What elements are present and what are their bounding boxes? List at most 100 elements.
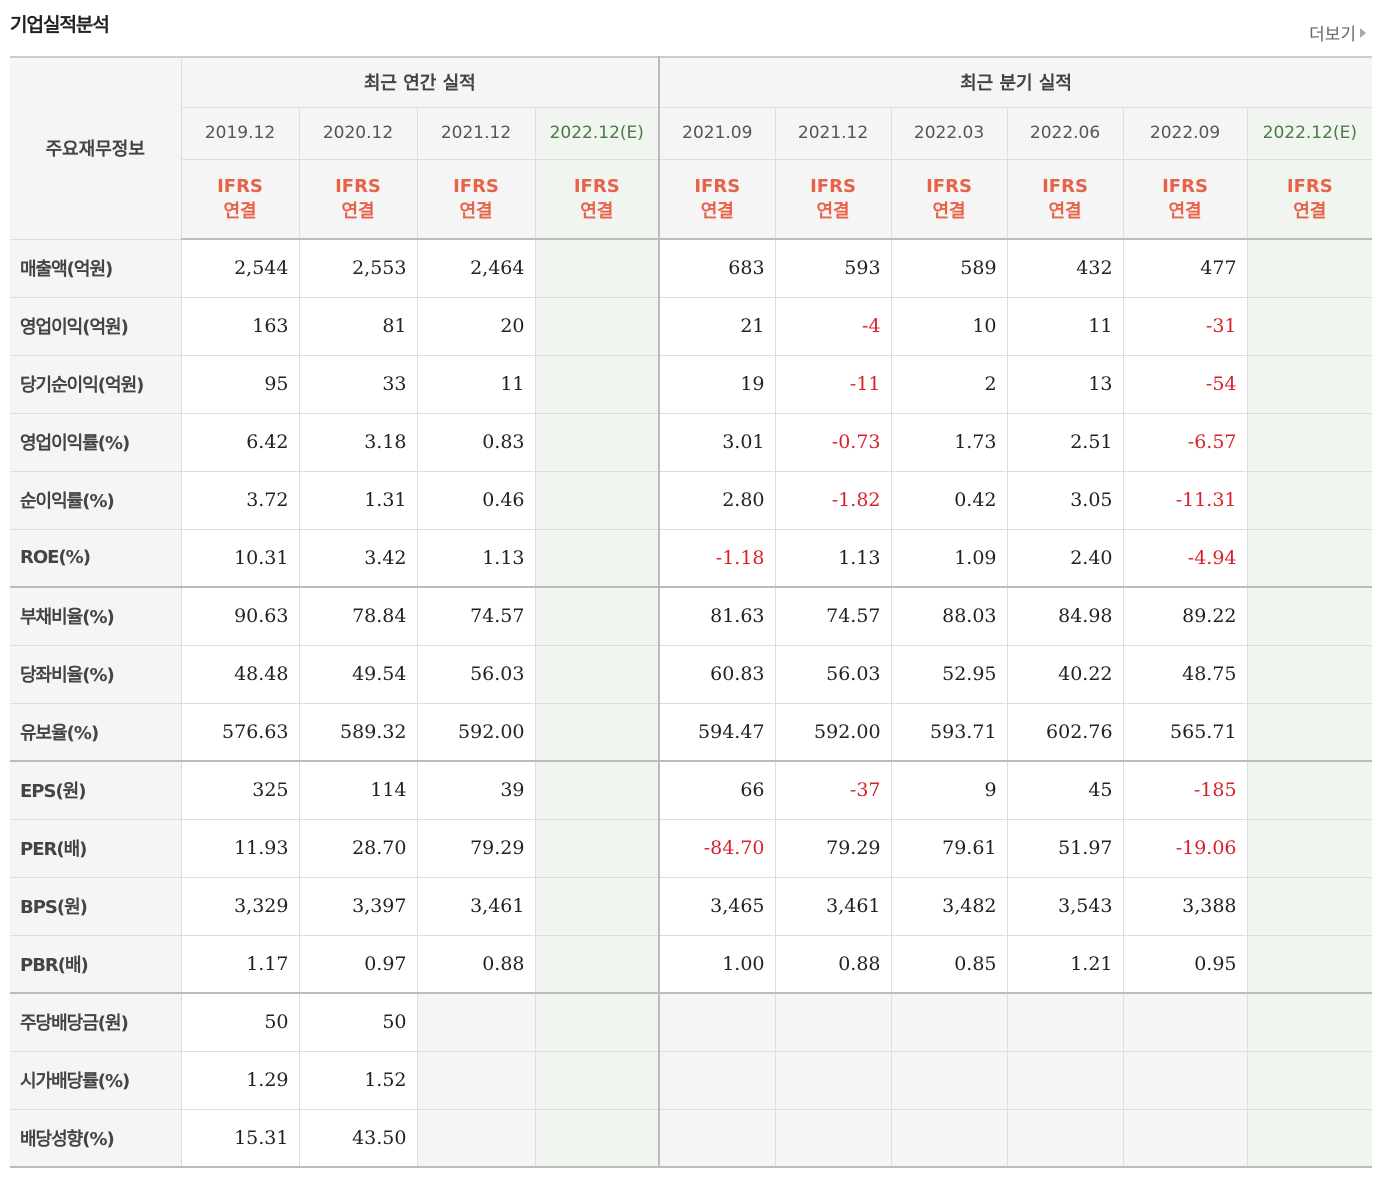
ifrs-badge: IFRS 연결: [1246, 158, 1373, 240]
table-cell: [534, 354, 660, 414]
table-cell: 1.09: [890, 528, 1008, 588]
table-cell: -4: [774, 296, 892, 356]
table-cell: 1.13: [416, 528, 536, 588]
table-cell: [534, 818, 660, 878]
table-cell: 3.72: [180, 470, 300, 530]
ifrs-badge: IFRS 연결: [1122, 158, 1248, 240]
table-cell: 3,461: [416, 876, 536, 936]
table-cell: [534, 1108, 660, 1168]
table-row: PBR(배) 1.17 0.97 0.88 1.00 0.88 0.85 1.21 0.95: [10, 934, 1373, 994]
ifrs-label: IFRS: [217, 175, 263, 197]
table-cell: 79.29: [416, 818, 536, 878]
period-header: 2022.06: [1006, 106, 1124, 160]
table-cell: 74.57: [416, 586, 536, 646]
row-label: BPS(원): [10, 876, 182, 936]
table-cell: 1.29: [180, 1050, 300, 1110]
ifrs-badge: IFRS 연결: [534, 158, 660, 240]
table-cell: 0.42: [890, 470, 1008, 530]
ifrs-badge: IFRS 연결: [1006, 158, 1124, 240]
table-row: EPS(원) 325 114 39 66 -37 9 45 -185: [10, 760, 1373, 820]
quarter-group-header: 최근 분기 실적: [658, 56, 1373, 108]
table-cell: [1246, 818, 1373, 878]
table-cell: 66: [658, 760, 776, 820]
table-cell: [1246, 1050, 1373, 1110]
table-row: PER(배) 11.93 28.70 79.29 -84.70 79.29 79.61 51.…: [10, 818, 1373, 878]
table-cell: 49.54: [298, 644, 418, 704]
dates-row: 2019.12 2020.12 2021.12 2022.12(E) 2021.09 20…: [10, 106, 1373, 160]
ifrs-label: IFRS: [1286, 175, 1333, 197]
more-link[interactable]: 더보기: [1309, 20, 1366, 45]
table-cell: 95: [180, 354, 300, 414]
consolidated-label: 연결: [1048, 200, 1082, 222]
table-body: 매출액(억원) 2,544 2,553 2,464 683 593 589 432 477 영업이…: [10, 238, 1373, 1168]
table-cell: [1006, 1050, 1124, 1110]
table-cell: 683: [658, 238, 776, 298]
table-cell: 10.31: [180, 528, 300, 588]
table-cell: 52.95: [890, 644, 1008, 704]
table-cell: [534, 412, 660, 472]
table-cell: 48.75: [1122, 644, 1248, 704]
table-cell: [658, 992, 776, 1052]
table-row: 유보율(%) 576.63 589.32 592.00 594.47 592.00 593.…: [10, 702, 1373, 762]
table-cell: 56.03: [416, 644, 536, 704]
table-cell: 0.88: [774, 934, 892, 994]
table-cell: -1.18: [658, 528, 776, 588]
table-cell: 0.85: [890, 934, 1008, 994]
table-cell: 1.21: [1006, 934, 1124, 994]
table-cell: 477: [1122, 238, 1248, 298]
table-cell: 48.48: [180, 644, 300, 704]
table-cell: 10: [890, 296, 1008, 356]
table-cell: 3.01: [658, 412, 776, 472]
table-cell: 0.88: [416, 934, 536, 994]
table-cell: 2.51: [1006, 412, 1124, 472]
table-cell: -185: [1122, 760, 1248, 820]
consolidated-label: 연결: [700, 200, 734, 222]
table-cell: [1006, 992, 1124, 1052]
table-cell: 6.42: [180, 412, 300, 472]
period-header: 2021.12: [774, 106, 892, 160]
table-cell: 1.13: [774, 528, 892, 588]
table-cell: 39: [416, 760, 536, 820]
table-cell: -0.73: [774, 412, 892, 472]
ifrs-label: IFRS: [1042, 175, 1088, 197]
table-cell: 21: [658, 296, 776, 356]
table-cell: 50: [298, 992, 418, 1052]
table-cell: 325: [180, 760, 300, 820]
table-cell: 3.42: [298, 528, 418, 588]
ifrs-label: IFRS: [694, 175, 741, 197]
table-cell: 593.71: [890, 702, 1008, 762]
table-cell: [534, 760, 660, 820]
row-label: PER(배): [10, 818, 182, 878]
row-label: 순이익률(%): [10, 470, 182, 530]
table-cell: [658, 1108, 776, 1168]
table-cell: [1246, 992, 1373, 1052]
row-label: 유보율(%): [10, 702, 182, 762]
ifrs-label: IFRS: [573, 175, 620, 197]
table-cell: 28.70: [298, 818, 418, 878]
consolidated-label: 연결: [932, 200, 966, 222]
table-cell: 576.63: [180, 702, 300, 762]
table-cell: 3,465: [658, 876, 776, 936]
table-cell: 79.29: [774, 818, 892, 878]
row-label: ROE(%): [10, 528, 182, 588]
table-cell: 0.97: [298, 934, 418, 994]
period-header: 2022.09: [1122, 106, 1248, 160]
period-header: 2021.09: [658, 106, 776, 160]
table-cell: [416, 1108, 536, 1168]
row-label: 당기순이익(억원): [10, 354, 182, 414]
ifrs-row: IFRS 연결 IFRS 연결 IFRS 연결 IFRS 연결 IFRS 연결 IFRS 연결 IFRS…: [10, 158, 1373, 240]
table-cell: 0.46: [416, 470, 536, 530]
period-header: 2021.12: [416, 106, 536, 160]
table-cell: 3,397: [298, 876, 418, 936]
table-cell: 13: [1006, 354, 1124, 414]
table-cell: -1.82: [774, 470, 892, 530]
row-label: 시가배당률(%): [10, 1050, 182, 1110]
table-cell: [1246, 760, 1373, 820]
ifrs-badge: IFRS 연결: [298, 158, 418, 240]
table-cell: 589: [890, 238, 1008, 298]
table-row: 배당성향(%) 15.31 43.50: [10, 1108, 1373, 1168]
period-header: 2022.03: [890, 106, 1008, 160]
table-cell: [890, 1108, 1008, 1168]
table-cell: [658, 1050, 776, 1110]
period-header: 2019.12: [181, 106, 300, 160]
